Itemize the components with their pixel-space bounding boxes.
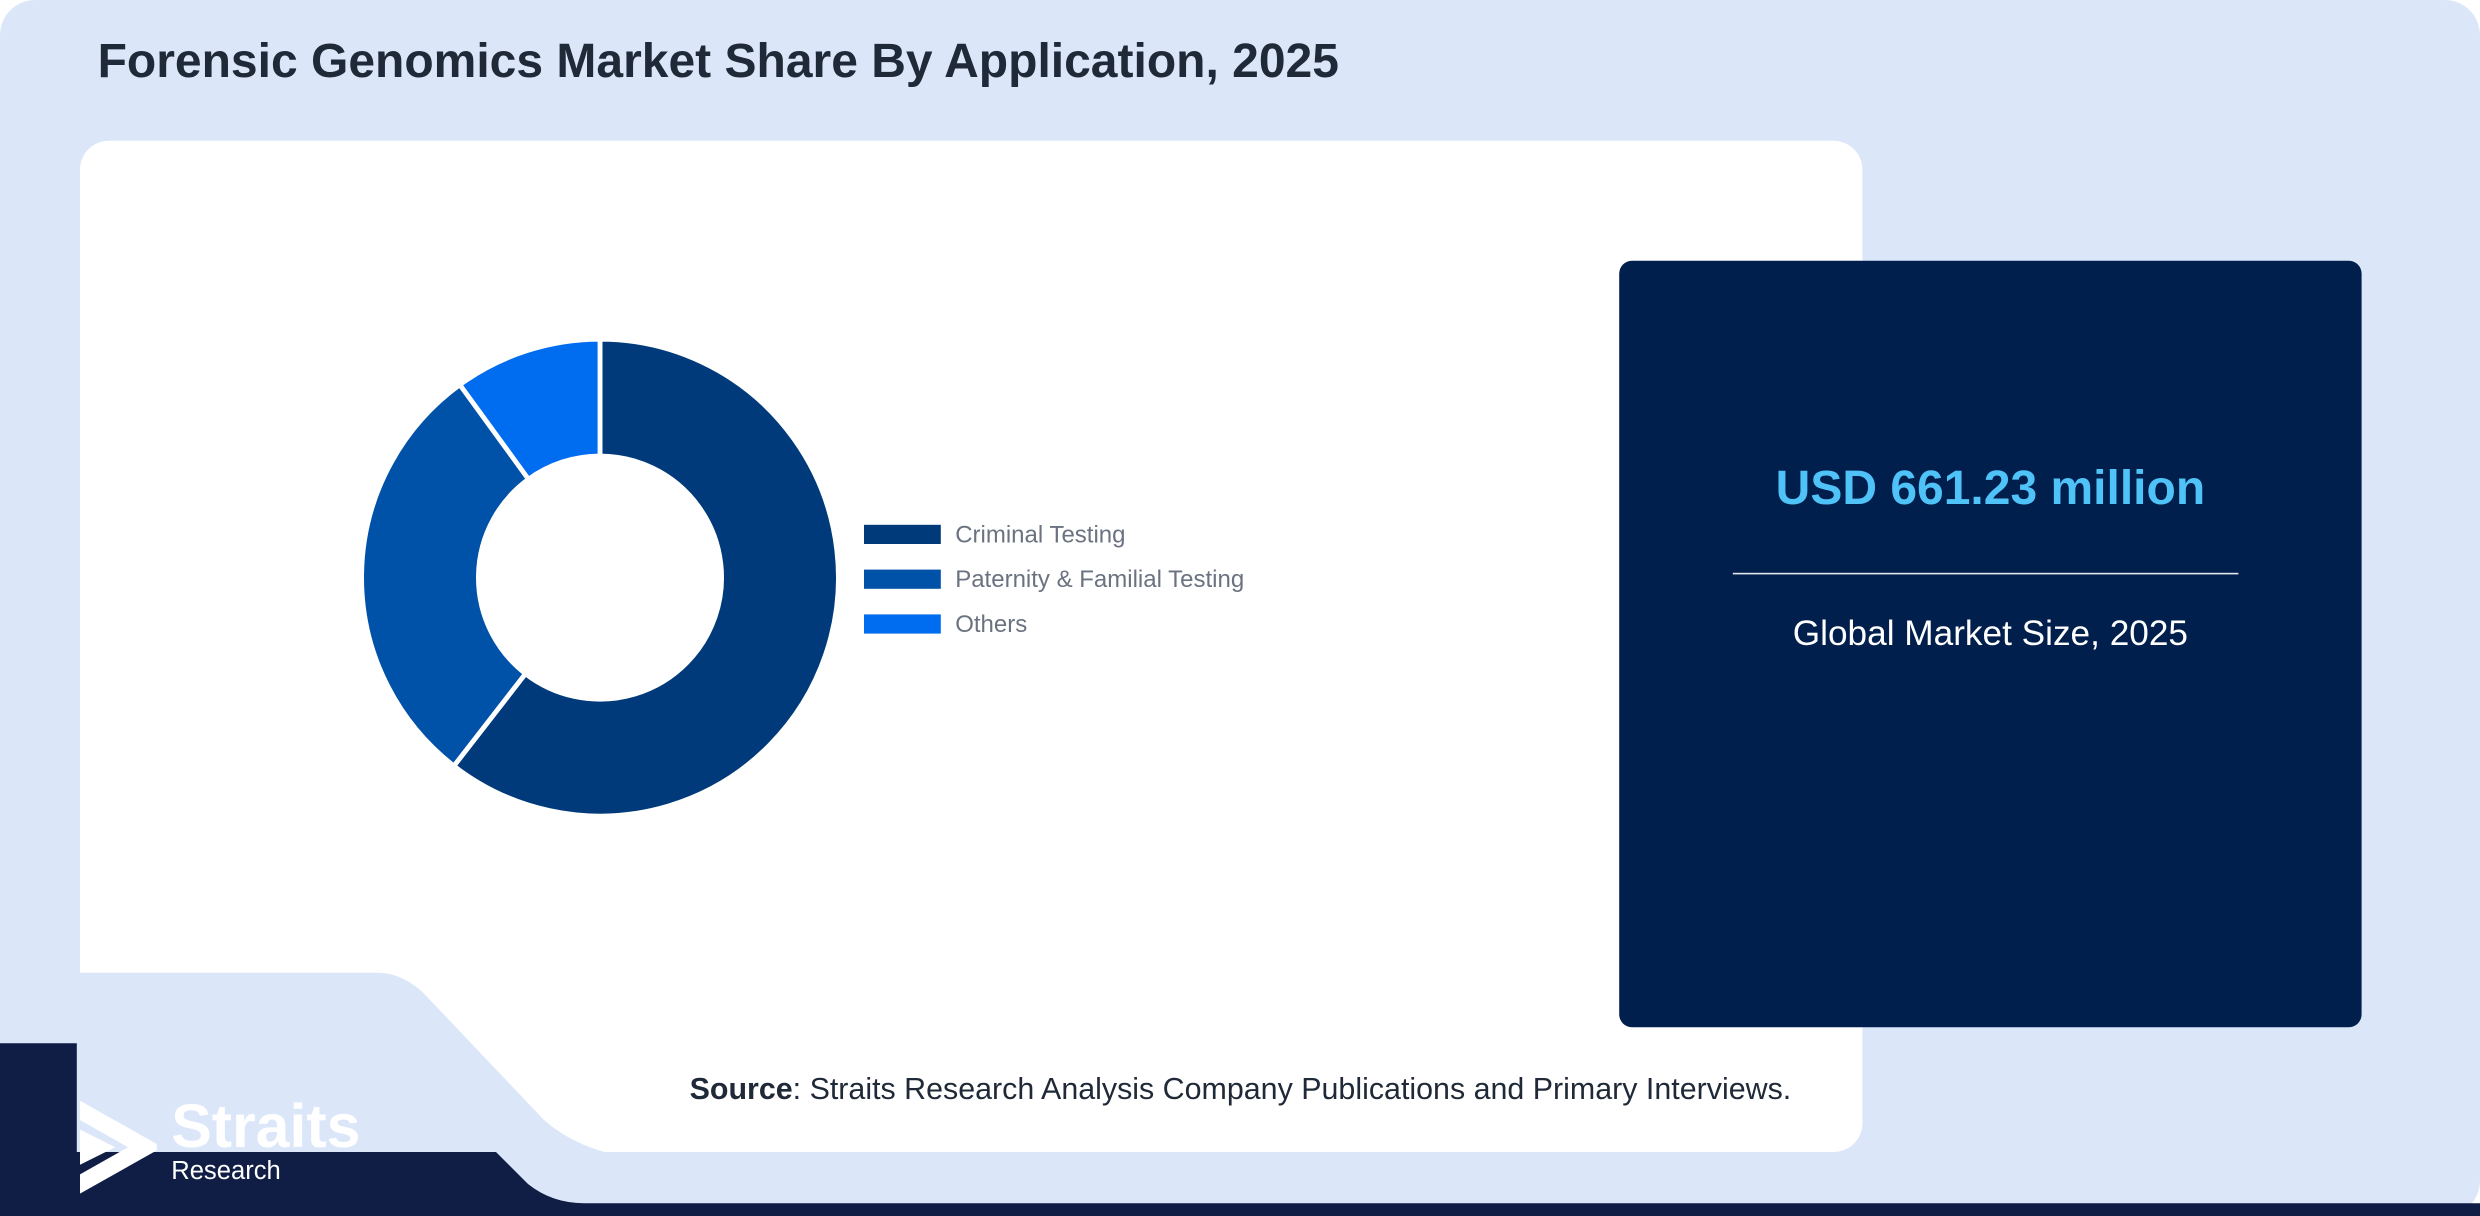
source-text: : Straits Research Analysis Company Publ… bbox=[792, 1073, 1792, 1108]
market-size-value: USD 661.23 million bbox=[1775, 462, 2206, 516]
legend-item-paternity-familial-testing[interactable]: Paternity & Familial Testing bbox=[864, 557, 1244, 602]
market-size-card: USD 661.23 million Global Market Size, 2… bbox=[1619, 260, 2362, 1028]
legend-swatch bbox=[864, 524, 941, 544]
legend-item-others[interactable]: Others bbox=[864, 602, 1244, 647]
donut-slice-paternity-familial-testing[interactable] bbox=[359, 381, 532, 770]
kpi-divider bbox=[1732, 572, 2239, 575]
logo-sub: Research bbox=[171, 1158, 281, 1186]
legend-item-criminal-testing[interactable]: Criminal Testing bbox=[864, 512, 1244, 557]
logo-name: Straits bbox=[171, 1094, 361, 1162]
logo-arrow-icon bbox=[80, 1100, 157, 1194]
market-size-label: Global Market Size, 2025 bbox=[1792, 612, 2189, 653]
source-note: Source: Straits Research Analysis Compan… bbox=[690, 1074, 1792, 1109]
straits-logo[interactable]: Straits Research bbox=[80, 1094, 400, 1194]
source-label: Source bbox=[689, 1073, 793, 1108]
legend-swatch bbox=[864, 569, 941, 589]
legend-label: Others bbox=[955, 610, 1028, 638]
legend-swatch bbox=[864, 614, 941, 634]
donut-slice-criminal-testing[interactable] bbox=[450, 336, 841, 819]
donut-slice-others[interactable] bbox=[456, 336, 603, 483]
legend-label: Criminal Testing bbox=[955, 520, 1126, 548]
legend-label: Paternity & Familial Testing bbox=[955, 565, 1245, 593]
chart-legend: Criminal Testing Paternity & Familial Te… bbox=[864, 512, 1244, 646]
page-title: Forensic Genomics Market Share By Applic… bbox=[97, 35, 1339, 88]
